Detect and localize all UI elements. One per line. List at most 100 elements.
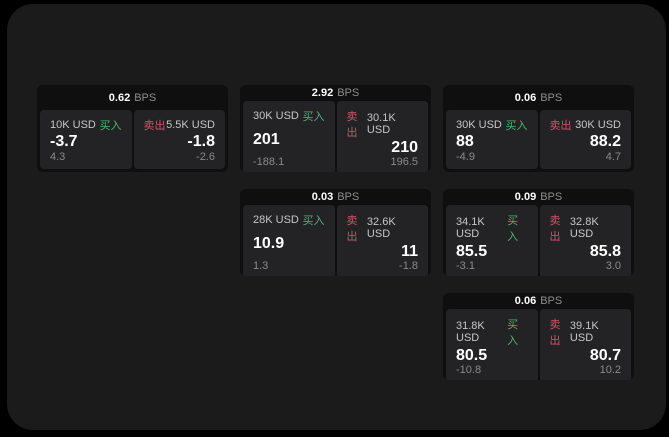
buy-top-row: 30K USD 买入	[456, 117, 528, 133]
quote-card: 0.62 BPS 10K USD 买入 -3.7 4.3 卖出 5.5K USD…	[37, 85, 228, 172]
buy-side-label: 买入	[507, 215, 519, 243]
sell-side-label: 卖出	[549, 120, 572, 132]
bps-value: 2.92	[311, 87, 334, 99]
buy-notional: 34.1K USD	[456, 216, 485, 240]
buy-top-row: 30K USD 买入	[253, 108, 325, 124]
buy-side-label: 买入	[302, 215, 325, 227]
quote-card: 0.06 BPS 31.8K USD 买入 80.5 -10.8 卖出 39.1…	[443, 293, 634, 380]
sell-panel[interactable]: 卖出 5.5K USD -1.8 -2.6	[133, 110, 225, 169]
bps-header: 2.92 BPS	[240, 85, 431, 99]
sell-notional: 39.1K USD	[569, 320, 599, 344]
sell-side-label: 卖出	[346, 215, 358, 243]
bps-header: 0.03 BPS	[240, 189, 431, 203]
buy-notional: 28K USD	[253, 214, 299, 226]
buy-top-row: 31.8K USD 买入	[456, 316, 528, 348]
sell-change: -2.6	[196, 151, 215, 163]
sell-change: 3.0	[605, 260, 621, 272]
sell-side-label: 卖出	[346, 111, 358, 139]
bps-header: 0.06 BPS	[443, 85, 634, 108]
buy-notional: 30K USD	[456, 119, 502, 131]
sell-side-label: 卖出	[549, 319, 561, 347]
bps-value: 0.09	[514, 191, 537, 203]
bps-unit-label: BPS	[134, 91, 157, 104]
buy-sell-panels: 30K USD 买入 201 -188.1 卖出 30.1K USD 210 1…	[240, 99, 431, 172]
bps-value: 0.62	[108, 91, 131, 104]
bps-unit-label: BPS	[540, 91, 563, 104]
buy-panel[interactable]: 31.8K USD 买入 80.5 -10.8	[446, 309, 538, 380]
sell-price: 80.7	[589, 347, 621, 364]
sell-side-label: 卖出	[143, 120, 166, 132]
buy-change: -188.1	[253, 156, 285, 168]
sell-panel[interactable]: 卖出 30K USD 88.2 4.7	[539, 110, 631, 169]
sell-notional: 32.6K USD	[366, 216, 396, 240]
bps-header: 0.06 BPS	[443, 293, 634, 307]
buy-price: -3.7	[50, 133, 78, 150]
bps-unit-label: BPS	[540, 295, 563, 307]
buy-top-row: 10K USD 买入	[50, 117, 122, 133]
sell-top-row: 卖出 30K USD	[550, 117, 622, 133]
buy-sell-panels: 10K USD 买入 -3.7 4.3 卖出 5.5K USD -1.8 -2.…	[37, 108, 228, 172]
sell-change: 196.5	[390, 156, 418, 168]
buy-panel[interactable]: 28K USD 买入 10.9 1.3	[243, 205, 335, 276]
sell-price: -1.8	[187, 133, 215, 150]
sell-price: 85.8	[589, 243, 621, 260]
buy-price: 10.9	[253, 235, 285, 252]
buy-price: 85.5	[456, 243, 488, 260]
sell-top-row: 卖出 39.1K USD	[550, 316, 622, 348]
buy-notional: 30K USD	[253, 110, 299, 122]
sell-top-row: 卖出 5.5K USD	[144, 117, 216, 133]
buy-top-row: 28K USD 买入	[253, 212, 325, 228]
sell-price: 210	[391, 139, 418, 156]
buy-change: -10.8	[456, 364, 482, 376]
sell-panel[interactable]: 卖出 32.6K USD 11 -1.8	[336, 205, 428, 276]
bps-unit-label: BPS	[540, 191, 563, 203]
buy-side-label: 买入	[507, 319, 519, 347]
buy-price: 201	[253, 131, 280, 148]
buy-sell-panels: 31.8K USD 买入 80.5 -10.8 卖出 39.1K USD 80.…	[443, 307, 634, 380]
buy-change: -4.9	[456, 151, 475, 163]
buy-notional: 10K USD	[50, 119, 96, 131]
bps-value: 0.06	[514, 295, 537, 307]
buy-panel[interactable]: 30K USD 买入 201 -188.1	[243, 101, 335, 172]
buy-side-label: 买入	[99, 120, 122, 132]
sell-panel[interactable]: 卖出 39.1K USD 80.7 10.2	[539, 309, 631, 380]
buy-price: 80.5	[456, 347, 488, 364]
bps-value: 0.03	[311, 191, 334, 203]
bps-unit-label: BPS	[337, 191, 360, 203]
sell-change: 4.7	[605, 151, 621, 163]
bps-header: 0.09 BPS	[443, 189, 634, 203]
buy-panel[interactable]: 30K USD 买入 88 -4.9	[446, 110, 538, 169]
sell-change: 10.2	[599, 364, 621, 376]
quote-card: 0.06 BPS 30K USD 买入 88 -4.9 卖出 30K USD 8…	[443, 85, 634, 172]
buy-sell-panels: 34.1K USD 买入 85.5 -3.1 卖出 32.8K USD 85.8…	[443, 203, 634, 276]
sell-top-row: 卖出 32.6K USD	[347, 212, 419, 244]
buy-side-label: 买入	[505, 120, 528, 132]
sell-notional: 32.8K USD	[569, 216, 599, 240]
buy-change: 4.3	[50, 151, 66, 163]
sell-panel[interactable]: 卖出 32.8K USD 85.8 3.0	[539, 205, 631, 276]
buy-sell-panels: 28K USD 买入 10.9 1.3 卖出 32.6K USD 11 -1.8	[240, 203, 431, 276]
buy-sell-panels: 30K USD 买入 88 -4.9 卖出 30K USD 88.2 4.7	[443, 108, 634, 172]
quote-card-grid: 0.62 BPS 10K USD 买入 -3.7 4.3 卖出 5.5K USD…	[37, 85, 634, 380]
quote-card: 0.09 BPS 34.1K USD 买入 85.5 -3.1 卖出 32.8K…	[443, 189, 634, 276]
buy-notional: 31.8K USD	[456, 320, 485, 344]
sell-side-label: 卖出	[549, 215, 561, 243]
quote-card: 0.03 BPS 28K USD 买入 10.9 1.3 卖出 32.6K US…	[240, 189, 431, 276]
sell-panel[interactable]: 卖出 30.1K USD 210 196.5	[336, 101, 428, 172]
buy-change: 1.3	[253, 260, 269, 272]
sell-notional: 5.5K USD	[166, 119, 215, 131]
buy-top-row: 34.1K USD 买入	[456, 212, 528, 244]
sell-price: 88.2	[589, 133, 621, 150]
sell-price: 11	[401, 243, 418, 260]
bps-value: 0.06	[514, 91, 537, 104]
buy-panel[interactable]: 10K USD 买入 -3.7 4.3	[40, 110, 132, 169]
bps-unit-label: BPS	[337, 87, 360, 99]
bps-header: 0.62 BPS	[37, 85, 228, 108]
sell-notional: 30.1K USD	[366, 112, 396, 136]
buy-side-label: 买入	[302, 111, 325, 123]
buy-panel[interactable]: 34.1K USD 买入 85.5 -3.1	[446, 205, 538, 276]
sell-top-row: 卖出 30.1K USD	[347, 108, 419, 140]
quote-card: 2.92 BPS 30K USD 买入 201 -188.1 卖出 30.1K …	[240, 85, 431, 172]
buy-change: -3.1	[456, 260, 475, 272]
sell-top-row: 卖出 32.8K USD	[550, 212, 622, 244]
